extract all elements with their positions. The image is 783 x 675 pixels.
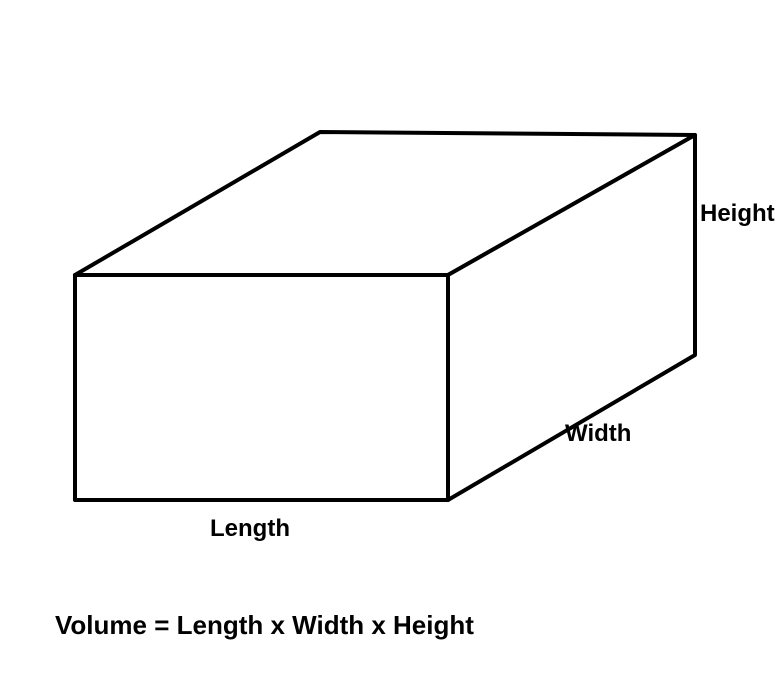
prism-diagram xyxy=(0,0,783,675)
width-label: Width xyxy=(565,420,631,448)
height-label: Height xyxy=(700,200,775,228)
length-label: Length xyxy=(210,515,290,543)
volume-formula: Volume = Length x Width x Height xyxy=(55,610,474,641)
